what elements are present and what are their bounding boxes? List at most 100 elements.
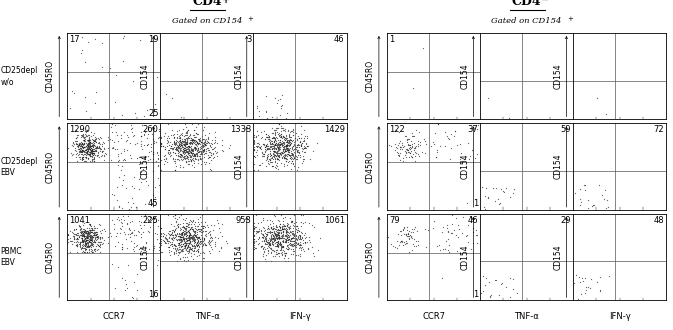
Point (190, 134, 201, 140)
Point (184, 141, 194, 146)
Point (268, 236, 279, 242)
Point (135, 235, 146, 240)
Point (485, 294, 496, 299)
Point (180, 236, 191, 241)
Point (120, 139, 131, 144)
Point (273, 148, 283, 153)
Point (192, 234, 203, 240)
Point (176, 142, 186, 148)
Point (185, 143, 196, 148)
Point (89, 154, 100, 159)
Point (181, 130, 192, 135)
Point (166, 239, 177, 244)
Point (263, 250, 274, 256)
Point (67, 139, 78, 145)
Point (276, 141, 287, 146)
Point (165, 252, 176, 257)
Point (170, 233, 181, 238)
Point (456, 230, 467, 236)
Point (182, 245, 192, 250)
Point (69, 227, 79, 233)
Point (289, 154, 300, 159)
Point (174, 145, 185, 150)
Point (187, 237, 198, 242)
Point (269, 238, 280, 243)
Point (264, 242, 275, 247)
Point (273, 158, 284, 163)
Text: 122: 122 (389, 125, 404, 134)
Point (173, 215, 184, 220)
Point (296, 136, 307, 141)
Point (466, 246, 476, 251)
Point (84, 139, 95, 145)
Point (183, 162, 194, 167)
Point (116, 276, 127, 281)
Point (136, 130, 147, 135)
Point (287, 218, 297, 224)
Point (190, 147, 201, 152)
Point (266, 241, 277, 246)
Point (77, 137, 88, 142)
Point (277, 229, 288, 234)
Point (181, 235, 192, 241)
Point (273, 232, 283, 237)
Point (269, 212, 279, 217)
Point (507, 191, 518, 196)
Point (287, 156, 297, 161)
Point (276, 232, 287, 237)
Point (178, 233, 189, 238)
Point (184, 158, 194, 163)
Point (92, 242, 103, 247)
Point (111, 129, 122, 134)
Point (185, 234, 196, 240)
Point (84, 245, 95, 250)
Point (80, 152, 91, 157)
Point (85, 240, 96, 245)
Point (269, 234, 279, 239)
Point (456, 150, 467, 155)
Point (73, 146, 84, 151)
Point (131, 140, 142, 146)
Point (140, 129, 151, 135)
Point (274, 227, 285, 232)
Point (180, 234, 191, 239)
Point (136, 219, 147, 225)
Point (76, 147, 87, 152)
Point (287, 153, 298, 159)
Point (177, 235, 188, 240)
Point (180, 238, 191, 244)
Point (280, 224, 291, 229)
Point (409, 226, 419, 232)
Point (133, 154, 144, 159)
Point (96, 147, 106, 152)
Point (95, 222, 106, 227)
Point (156, 230, 167, 235)
Point (88, 239, 99, 245)
Point (86, 149, 97, 154)
Point (71, 141, 81, 146)
Point (439, 247, 450, 252)
Point (402, 224, 413, 230)
Text: 3: 3 (246, 35, 252, 44)
Point (86, 137, 97, 142)
Point (283, 152, 293, 157)
Point (293, 150, 304, 155)
Point (119, 229, 130, 234)
Text: 16: 16 (148, 289, 159, 299)
Point (188, 150, 199, 156)
Point (403, 142, 414, 147)
Point (167, 242, 178, 247)
Point (289, 147, 300, 152)
Point (176, 232, 187, 237)
Point (124, 206, 135, 212)
Point (87, 148, 98, 153)
Point (270, 253, 281, 258)
Point (197, 156, 208, 161)
Point (588, 202, 599, 207)
Point (86, 129, 97, 135)
Point (187, 148, 198, 153)
Point (140, 156, 151, 161)
Point (281, 158, 291, 164)
Point (292, 143, 303, 148)
Point (114, 204, 125, 209)
